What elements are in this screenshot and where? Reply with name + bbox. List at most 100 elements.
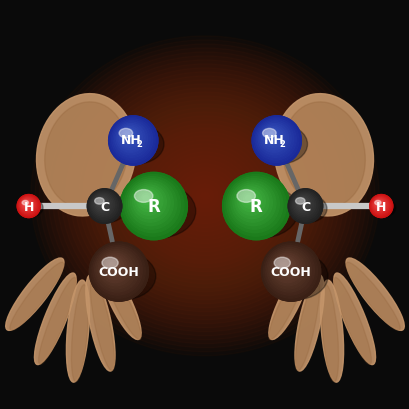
Circle shape — [121, 129, 137, 145]
Ellipse shape — [224, 185, 298, 238]
Ellipse shape — [94, 198, 104, 204]
Circle shape — [267, 248, 311, 292]
Circle shape — [93, 246, 142, 295]
Circle shape — [222, 173, 289, 240]
Ellipse shape — [268, 265, 308, 340]
Ellipse shape — [333, 278, 371, 364]
Circle shape — [98, 200, 103, 206]
Ellipse shape — [139, 137, 270, 256]
Circle shape — [294, 196, 311, 213]
Circle shape — [124, 177, 180, 233]
Circle shape — [91, 194, 115, 217]
Ellipse shape — [174, 169, 235, 224]
Ellipse shape — [18, 199, 43, 218]
Ellipse shape — [52, 57, 357, 336]
Ellipse shape — [87, 89, 322, 304]
Circle shape — [255, 120, 296, 161]
Ellipse shape — [38, 278, 76, 364]
Circle shape — [276, 257, 295, 277]
Ellipse shape — [22, 201, 28, 205]
Ellipse shape — [183, 176, 226, 216]
Circle shape — [89, 191, 118, 220]
Circle shape — [226, 177, 282, 233]
Circle shape — [263, 244, 317, 298]
Circle shape — [139, 192, 155, 209]
Circle shape — [281, 263, 286, 268]
Ellipse shape — [44, 49, 365, 344]
Circle shape — [96, 198, 107, 209]
Circle shape — [233, 184, 272, 222]
Circle shape — [252, 117, 301, 166]
Circle shape — [290, 191, 318, 220]
Circle shape — [259, 124, 288, 153]
Ellipse shape — [178, 173, 231, 220]
Circle shape — [22, 199, 33, 211]
Ellipse shape — [102, 258, 118, 269]
Ellipse shape — [236, 190, 255, 203]
Ellipse shape — [282, 103, 364, 208]
Ellipse shape — [165, 160, 244, 232]
Ellipse shape — [96, 97, 313, 296]
Ellipse shape — [333, 273, 375, 365]
Circle shape — [115, 123, 147, 155]
Ellipse shape — [345, 263, 399, 330]
Circle shape — [224, 175, 285, 236]
Circle shape — [106, 259, 120, 274]
Circle shape — [102, 255, 127, 280]
Circle shape — [122, 175, 183, 236]
Circle shape — [369, 195, 392, 218]
Ellipse shape — [57, 61, 352, 332]
Ellipse shape — [104, 270, 141, 340]
Circle shape — [277, 259, 292, 274]
Ellipse shape — [253, 125, 307, 164]
Text: C: C — [300, 200, 309, 213]
Circle shape — [374, 200, 384, 210]
Circle shape — [252, 117, 301, 166]
Ellipse shape — [31, 37, 378, 356]
Circle shape — [265, 130, 278, 143]
Ellipse shape — [119, 129, 132, 138]
Ellipse shape — [161, 156, 248, 236]
Circle shape — [270, 252, 305, 286]
Ellipse shape — [90, 279, 115, 371]
Ellipse shape — [126, 124, 283, 268]
Circle shape — [20, 198, 35, 213]
Circle shape — [256, 121, 293, 158]
Ellipse shape — [121, 185, 196, 238]
Circle shape — [23, 201, 31, 209]
Text: R: R — [147, 198, 160, 216]
Ellipse shape — [268, 270, 305, 340]
Circle shape — [122, 130, 135, 143]
Circle shape — [87, 189, 121, 224]
Circle shape — [264, 129, 280, 145]
Circle shape — [99, 201, 102, 204]
Circle shape — [19, 197, 38, 216]
Circle shape — [25, 202, 28, 206]
Ellipse shape — [148, 144, 261, 248]
Ellipse shape — [263, 253, 327, 300]
Circle shape — [296, 198, 308, 209]
Circle shape — [228, 179, 279, 229]
Circle shape — [90, 193, 116, 218]
Circle shape — [137, 190, 159, 212]
Circle shape — [118, 126, 142, 151]
Ellipse shape — [61, 65, 348, 328]
Text: 2: 2 — [136, 140, 142, 149]
Circle shape — [377, 203, 379, 205]
Text: COOH: COOH — [98, 265, 139, 279]
Circle shape — [143, 196, 148, 202]
Circle shape — [17, 195, 40, 218]
Circle shape — [268, 250, 308, 289]
Circle shape — [295, 197, 309, 211]
Circle shape — [239, 190, 261, 212]
Circle shape — [116, 124, 145, 153]
Circle shape — [222, 173, 289, 240]
Circle shape — [87, 189, 121, 224]
Ellipse shape — [130, 128, 279, 264]
Circle shape — [274, 255, 299, 280]
Circle shape — [97, 250, 136, 289]
Ellipse shape — [100, 101, 309, 292]
Ellipse shape — [200, 192, 209, 200]
Circle shape — [17, 195, 40, 218]
Circle shape — [124, 132, 132, 140]
